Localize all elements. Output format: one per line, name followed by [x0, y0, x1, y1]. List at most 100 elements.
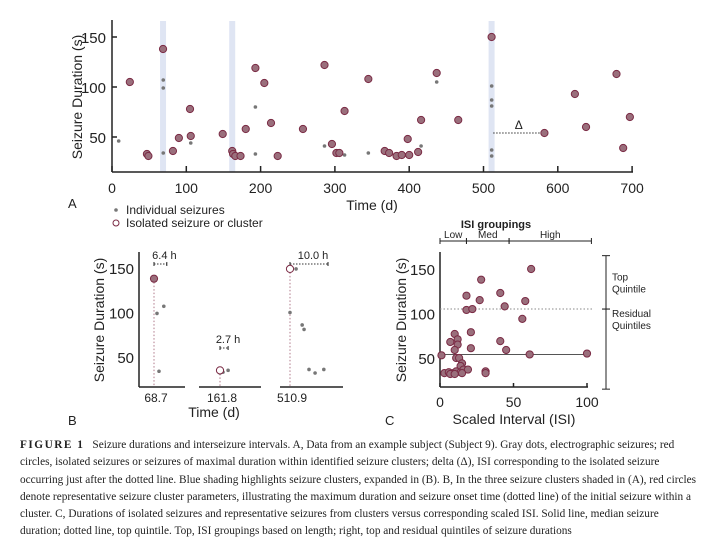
isolated-seizure-point: [298, 124, 308, 134]
isolated-seizure-point: [477, 275, 486, 284]
isolated-seizure-point: [466, 344, 475, 353]
isolated-seizure-point: [215, 366, 225, 375]
isolated-seizure-point: [612, 69, 621, 79]
isolated-seizure-point: [457, 369, 467, 378]
cluster-shading: [488, 21, 495, 172]
isolated-seizure-point: [149, 274, 159, 283]
isolated-seizure-point: [502, 345, 511, 355]
a-x-tick-label: 600: [546, 180, 570, 196]
isolated-seizure-point: [496, 288, 505, 298]
isolated-seizure-point: [385, 148, 394, 158]
c-x-tick-label: 100: [575, 394, 599, 410]
isolated-seizure-point: [251, 63, 260, 73]
isolated-seizure-point: [437, 351, 446, 360]
caption-text: Seizure durations and interseizure inter…: [20, 439, 697, 538]
isolated-seizure-point: [158, 44, 168, 54]
isolated-seizure-point: [168, 146, 178, 156]
c-x-tick-label: 50: [506, 394, 522, 410]
individual-seizure-point: [162, 304, 166, 309]
a-x-tick-label: 700: [620, 180, 644, 196]
isolated-seizure-point: [241, 124, 250, 134]
isolated-seizure-point: [403, 134, 412, 144]
isolated-seizure-point: [432, 68, 441, 78]
isolated-seizure-point: [619, 143, 628, 153]
c-y-tick-label: 50: [418, 351, 435, 368]
isolated-seizure-point: [527, 264, 536, 274]
a-y-axis-label: Seizure Duration (s): [69, 35, 85, 160]
isolated-seizure-point: [581, 122, 591, 132]
isolated-seizure-point: [446, 337, 455, 347]
individual-seizure-point: [116, 139, 121, 143]
isolated-seizure-point: [463, 365, 473, 374]
isolated-seizure-point: [285, 264, 295, 273]
individual-seizure-point: [366, 151, 371, 155]
isolated-seizure-point: [273, 151, 282, 161]
b-y-axis-label: Seizure Duration (s): [91, 258, 107, 383]
isolated-seizure-point: [335, 148, 344, 158]
b-y-tick-label: 50: [117, 350, 134, 367]
individual-seizure-point: [161, 78, 166, 82]
caption-label: FIGURE 1: [20, 439, 85, 451]
individual-seizure-point: [342, 153, 347, 157]
c-x-axis-label: Scaled Interval (ISI): [453, 411, 576, 427]
a-x-tick-label: 200: [249, 180, 273, 196]
b-y-tick-label: 150: [109, 261, 134, 278]
a-y-tick-label: 150: [81, 30, 106, 47]
a-x-tick-label: 100: [175, 180, 199, 196]
figure-caption: FIGURE 1 Seizure durations and interseizu…: [20, 437, 700, 541]
isolated-seizure-point: [481, 369, 490, 378]
individual-seizure-point: [489, 154, 494, 158]
c-y-axis-label: Seizure Duration (s): [393, 258, 409, 383]
span-label: 10.0 h: [298, 250, 329, 262]
individual-seizure-point: [489, 84, 494, 88]
cluster-shading: [229, 21, 236, 172]
c-x-tick-label: 0: [436, 394, 444, 410]
isolated-seizure-point: [462, 291, 471, 300]
a-y-tick-label: 50: [89, 130, 106, 147]
c-y-tick-label: 100: [410, 307, 435, 324]
a-x-tick-label: 400: [398, 180, 422, 196]
c-title: ISI groupings: [461, 219, 531, 231]
isolated-seizure-point: [260, 78, 269, 88]
isolated-seizure-point: [466, 328, 475, 337]
isi-group-label: High: [540, 230, 561, 241]
isolated-seizure-point: [320, 60, 329, 70]
isolated-seizure-point: [218, 129, 227, 139]
individual-seizure-point: [322, 367, 326, 372]
individual-seizure-point: [188, 141, 193, 145]
isolated-seizure-point: [500, 302, 509, 311]
individual-seizure-point: [489, 104, 494, 108]
isi-group-label: Med: [478, 230, 497, 241]
legend-isolated-icon: [112, 219, 120, 227]
isolated-seizure-point: [266, 118, 276, 128]
isolated-seizure-point: [450, 345, 459, 355]
a-x-tick-label: 0: [108, 180, 116, 196]
isolated-seizure-point: [582, 349, 592, 358]
a-y-tick-label: 100: [81, 80, 106, 97]
isolated-seizure-point: [144, 151, 153, 161]
individual-seizure-point: [300, 323, 304, 327]
isolated-seizure-point: [340, 106, 349, 116]
isolated-seizure-point: [496, 336, 505, 346]
isolated-seizure-point: [364, 74, 373, 84]
isolated-seizure-point: [518, 314, 527, 323]
isolated-seizure-point: [174, 133, 183, 143]
individual-seizure-point: [434, 80, 439, 84]
legend-isolated-label: Isolated seizure or cluster: [126, 216, 263, 230]
isolated-seizure-point: [468, 304, 477, 314]
individual-seizure-point: [489, 148, 494, 152]
quintile-label: Top: [612, 272, 629, 283]
span-label: 2.7 h: [216, 334, 240, 346]
delta-label: Δ: [515, 118, 523, 132]
isolated-seizure-point: [454, 115, 463, 125]
isolated-seizure-point: [570, 89, 579, 99]
individual-seizure-point: [161, 151, 166, 155]
b-x-axis-label: Time (d): [188, 404, 240, 420]
legend-individual-icon: [114, 208, 118, 212]
individual-seizure-point: [419, 144, 423, 148]
individual-seizure-point: [288, 310, 292, 315]
b-onset-label: 68.7: [144, 391, 168, 405]
legend-individual-label: Individual seizures: [126, 203, 225, 217]
isolated-seizure-point: [475, 296, 484, 305]
